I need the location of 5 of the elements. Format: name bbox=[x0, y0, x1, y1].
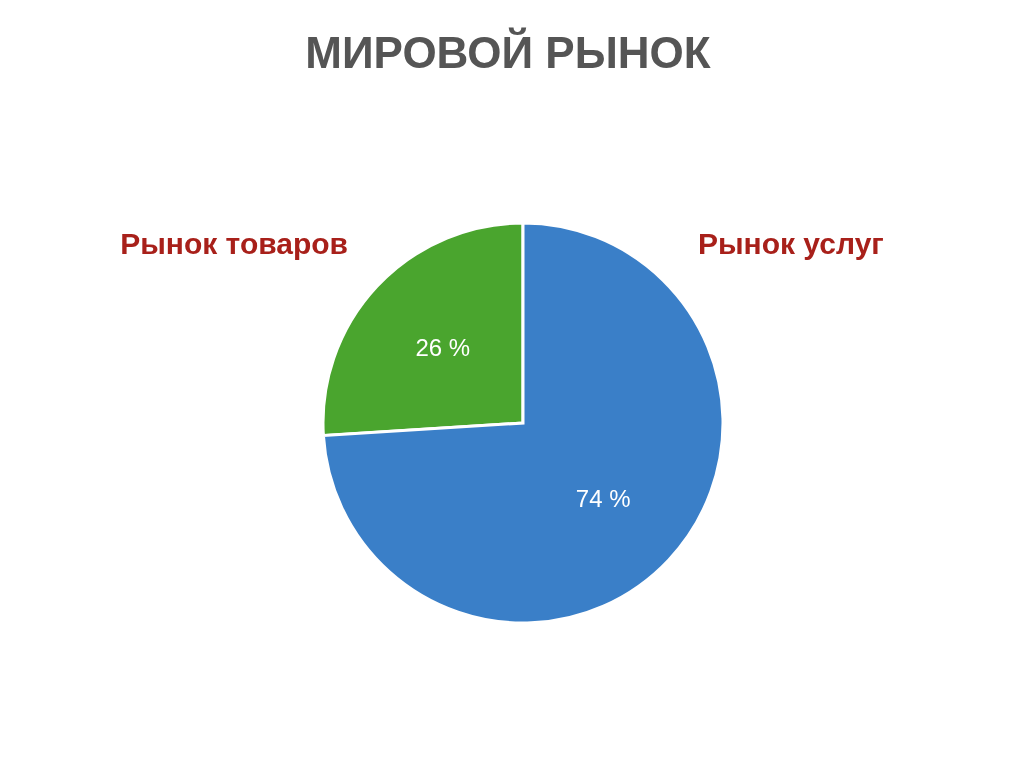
data-label: 74 % bbox=[575, 484, 631, 512]
slice-label: Рынок товаров bbox=[120, 226, 349, 260]
slice-label: Рынок услуг bbox=[697, 226, 884, 260]
chart-title: МИРОВОЙ РЫНОК bbox=[304, 26, 712, 78]
data-label: 26 % bbox=[415, 334, 471, 362]
